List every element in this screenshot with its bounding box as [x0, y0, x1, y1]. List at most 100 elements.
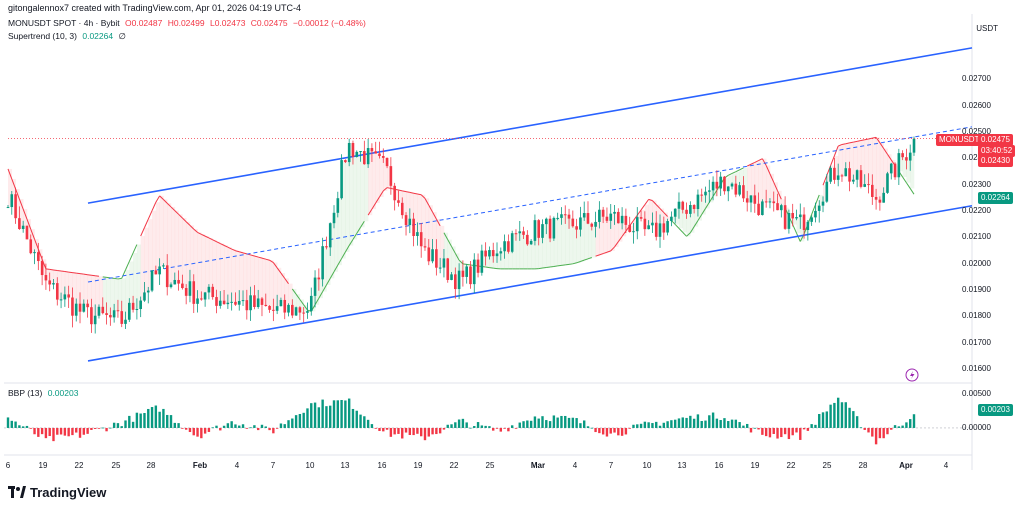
bbp-bar	[135, 412, 139, 428]
tradingview-logo[interactable]: TradingView	[8, 485, 106, 500]
bbp-bar	[203, 427, 207, 434]
candle-body	[294, 307, 298, 316]
supertrend-line	[739, 167, 744, 171]
supertrend-line	[735, 169, 740, 173]
candle-body	[874, 196, 878, 200]
bbp-bar	[40, 427, 44, 435]
bbp-bar	[617, 427, 620, 436]
bbp-bar	[291, 418, 294, 428]
candle-body	[389, 166, 393, 186]
candle-body	[859, 170, 863, 187]
candle-body	[745, 198, 749, 203]
time-tick-label: 22	[449, 461, 459, 470]
supertrend-line	[386, 187, 391, 189]
time-tick-label: 25	[485, 461, 495, 470]
candle-body	[203, 292, 207, 300]
supertrend-legend[interactable]: Supertrend (10, 3) 0.02264 ∅	[8, 31, 129, 42]
bbp-bar	[575, 418, 578, 428]
supertrend-fill	[288, 283, 293, 305]
candle-body	[328, 223, 332, 248]
supertrend-line	[678, 228, 684, 233]
bbp-bar	[150, 407, 154, 428]
bbp-bar	[336, 400, 339, 428]
supertrend-fill	[110, 277, 115, 318]
supertrend-line	[746, 163, 752, 167]
supertrend-fill	[76, 273, 81, 304]
bbp-bar	[340, 399, 343, 428]
candle-body	[241, 300, 245, 302]
supertrend-fill	[637, 215, 642, 218]
bbp-bar	[344, 400, 347, 428]
supertrend-line	[689, 226, 695, 234]
price-tick-label: 0.02600	[962, 100, 991, 110]
supertrend-line	[61, 270, 65, 273]
symbol-legend[interactable]: MONUSDT SPOT · 4h · Bybit O0.02487 H0.02…	[8, 18, 369, 28]
candle-body	[503, 241, 506, 252]
supertrend-fill	[534, 220, 540, 269]
candle-body	[249, 295, 252, 311]
candle-body	[82, 303, 86, 312]
supertrend-line	[121, 269, 126, 279]
supertrend-line	[428, 204, 434, 213]
bbp-bar	[723, 418, 726, 428]
bbp-legend[interactable]: BBP (13) 0.00203	[8, 388, 81, 398]
supertrend-fill	[337, 198, 342, 266]
time-tick-label: 19	[750, 461, 760, 470]
supertrend-line	[30, 228, 36, 240]
candle-body	[48, 280, 51, 285]
candle-body	[802, 214, 806, 231]
supertrend-line	[561, 264, 566, 266]
bbp-bar	[711, 412, 715, 428]
candle-body	[878, 199, 882, 203]
bbp-bar	[776, 427, 779, 439]
supertrend-fill	[466, 264, 471, 267]
supertrend-fill	[811, 214, 816, 218]
candle-body	[454, 274, 457, 290]
supertrend-line	[424, 198, 430, 206]
bbp-bar	[613, 427, 616, 433]
candle-body	[776, 203, 779, 211]
bbp-bar	[783, 427, 787, 435]
bbp-bar	[454, 422, 457, 428]
supertrend-fill	[678, 201, 684, 229]
candle-body	[912, 138, 916, 153]
supertrend-line	[451, 246, 456, 254]
supertrend-fill	[572, 226, 577, 264]
supertrend-fill	[512, 233, 517, 269]
candle-body	[291, 304, 294, 316]
supertrend-fill	[201, 234, 206, 300]
supertrend-line	[550, 265, 554, 268]
supertrend-fill	[383, 157, 388, 191]
supertrend-line	[307, 309, 312, 312]
bbp-bar	[332, 400, 336, 428]
supertrend-line	[83, 273, 88, 276]
bbp-bar	[363, 416, 366, 428]
supertrend-line	[909, 188, 915, 195]
supertrend-line	[114, 277, 119, 280]
supertrend-fill	[652, 200, 657, 223]
supertrend-fill	[216, 241, 221, 306]
supertrend-fill	[576, 229, 581, 263]
supertrend-fill	[629, 225, 634, 233]
supertrend-line	[367, 208, 373, 216]
candle-body	[749, 195, 753, 203]
bbp-bar	[366, 419, 370, 428]
supertrend-fill	[796, 217, 801, 234]
supertrend-fill	[53, 269, 58, 284]
supertrend-line	[18, 198, 24, 210]
time-tick-label: Feb	[192, 461, 208, 470]
supertrend-line	[617, 236, 623, 242]
supertrend-fill	[747, 166, 752, 203]
bbp-bar	[583, 420, 586, 428]
candle-body	[495, 253, 499, 257]
candle-body	[499, 251, 503, 254]
supertrend-line	[462, 263, 467, 265]
candle-body	[237, 301, 241, 305]
candle-body	[313, 277, 317, 296]
candle-body	[347, 142, 351, 163]
supertrend-line	[830, 155, 835, 166]
supertrend-line	[542, 267, 547, 269]
supertrend-line	[674, 224, 680, 229]
candle-body	[37, 252, 40, 262]
